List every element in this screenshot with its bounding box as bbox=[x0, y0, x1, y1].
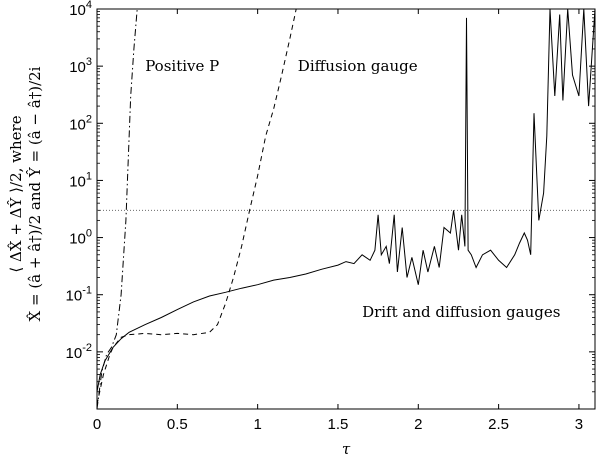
annotation-label: Positive P bbox=[145, 57, 219, 75]
y-tick-label-exponent: 2 bbox=[86, 113, 92, 125]
plot-frame bbox=[96, 8, 596, 410]
y-tick-label-base: 10 bbox=[66, 288, 83, 305]
x-tick-label: 2 bbox=[414, 416, 422, 433]
y-tick-label-exponent: 3 bbox=[86, 56, 92, 68]
y-tick-label: 103 bbox=[69, 56, 92, 76]
annotation-label: Diffusion gauge bbox=[298, 57, 418, 75]
annotation-label: Drift and diffusion gauges bbox=[362, 303, 560, 321]
y-tick-label-exponent: 1 bbox=[86, 170, 92, 182]
y-tick-label-exponent: -2 bbox=[82, 342, 92, 354]
y-tick-label-exponent: -1 bbox=[82, 285, 92, 297]
y-axis-label-line2: X̂ = (â + â†)/2 and Ŷ = (â − â†)/2i bbox=[26, 66, 44, 321]
x-tick-label: 0.5 bbox=[167, 416, 188, 433]
y-tick-label-base: 10 bbox=[69, 231, 86, 248]
y-tick-label: 100 bbox=[69, 228, 92, 248]
x-tick-label: 3 bbox=[575, 416, 583, 433]
x-tick-label: 1 bbox=[253, 416, 261, 433]
y-tick-label-base: 10 bbox=[66, 345, 83, 362]
series-group bbox=[97, 9, 595, 409]
y-tick-label-exponent: 0 bbox=[86, 228, 92, 240]
y-axis-label-line1: ⟨ ΔX̂ + ΔŶ ⟩/2, where bbox=[7, 115, 25, 272]
y-tick-label-base: 10 bbox=[69, 116, 86, 133]
y-tick-label-base: 10 bbox=[69, 2, 86, 19]
series-line-solid bbox=[97, 9, 595, 392]
y-tick-label-exponent: 4 bbox=[86, 0, 92, 11]
x-axis-ticks: 0 0.5 1 1.5 2 2.5 3 bbox=[93, 9, 583, 433]
y-tick-label: 101 bbox=[69, 170, 92, 190]
x-tick-label: 0 bbox=[93, 416, 101, 433]
y-tick-label: 102 bbox=[69, 113, 92, 133]
y-axis-label: ⟨ ΔX̂ + ΔŶ ⟩/2, where X̂ = (â + â†)/2 an… bbox=[7, 66, 44, 321]
series-line-dashdot bbox=[97, 9, 138, 409]
annotations: Positive P Diffusion gauge Drift and diffu… bbox=[145, 57, 560, 321]
x-axis-label: τ bbox=[342, 440, 351, 458]
y-tick-label: 104 bbox=[69, 0, 92, 19]
x-tick-label: 1.5 bbox=[328, 416, 349, 433]
y-tick-label: 10-2 bbox=[66, 342, 92, 362]
y-tick-label-base: 10 bbox=[69, 173, 86, 190]
y-tick-label-base: 10 bbox=[69, 59, 86, 76]
x-tick-label: 2.5 bbox=[488, 416, 509, 433]
y-tick-label: 10-1 bbox=[66, 285, 92, 305]
